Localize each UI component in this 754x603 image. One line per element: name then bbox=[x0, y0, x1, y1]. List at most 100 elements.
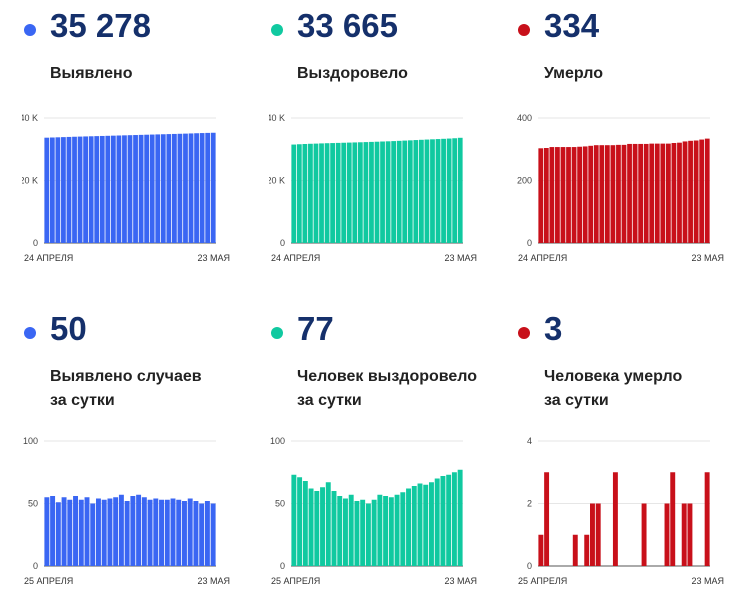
caption-line: Человека умерло bbox=[544, 368, 683, 385]
bar bbox=[118, 494, 124, 566]
daily-cases-number: 50 bbox=[50, 310, 87, 347]
total-deaths-number: 334 bbox=[544, 7, 600, 44]
bar bbox=[682, 141, 688, 243]
daily-deaths-number: 3 bbox=[544, 310, 563, 347]
x-end-label: 23 МАЯ bbox=[197, 576, 230, 586]
bar bbox=[170, 498, 176, 566]
total-recovered-number: 33 665 bbox=[297, 7, 398, 44]
y-tick-label: 0 bbox=[33, 561, 38, 571]
bar bbox=[149, 134, 155, 243]
bar bbox=[122, 135, 127, 243]
y-tick-label: 0 bbox=[33, 238, 38, 248]
daily-recovered-label: Человек выздоровело за сутки bbox=[297, 365, 477, 413]
bar bbox=[544, 472, 550, 566]
bar bbox=[396, 140, 402, 243]
bar bbox=[391, 141, 397, 243]
bar bbox=[136, 494, 142, 566]
bar bbox=[113, 497, 119, 566]
bar bbox=[187, 498, 193, 566]
green-dot-icon bbox=[271, 24, 283, 36]
daily-cases-label: Выявлено случаев за сутки bbox=[50, 365, 202, 413]
bar bbox=[360, 499, 366, 566]
x-start-label: 24 АПРЕЛЯ bbox=[24, 253, 73, 263]
bar bbox=[704, 138, 710, 243]
bar bbox=[577, 146, 582, 243]
bar bbox=[147, 499, 153, 566]
bar bbox=[383, 496, 389, 566]
bar bbox=[434, 478, 440, 566]
bar bbox=[446, 474, 452, 566]
y-tick-label: 2 bbox=[527, 499, 532, 509]
caption-line: Выявлено bbox=[50, 65, 133, 82]
bar bbox=[699, 139, 705, 243]
bar bbox=[407, 140, 413, 243]
bar bbox=[612, 472, 618, 566]
bar bbox=[357, 142, 363, 243]
bar bbox=[435, 139, 441, 243]
chart-total-cases: 0 20 K 40 K 24 АПРЕЛЯ 23 МАЯ bbox=[22, 113, 230, 263]
bar bbox=[369, 141, 374, 243]
bar bbox=[704, 472, 710, 566]
bar bbox=[660, 143, 666, 243]
bar bbox=[164, 499, 170, 566]
bar bbox=[423, 484, 429, 566]
bar bbox=[457, 469, 463, 566]
x-start-label: 25 АПРЕЛЯ bbox=[271, 576, 320, 586]
bar bbox=[210, 132, 216, 243]
bar bbox=[67, 499, 73, 566]
bar bbox=[55, 137, 61, 243]
bar bbox=[337, 496, 343, 566]
bar bbox=[330, 143, 335, 243]
caption-line: за сутки bbox=[544, 392, 609, 409]
bar bbox=[177, 133, 183, 243]
bar bbox=[419, 139, 424, 243]
bar bbox=[610, 145, 616, 243]
bar bbox=[78, 499, 84, 566]
bar bbox=[319, 143, 324, 243]
bar bbox=[582, 146, 588, 243]
bar bbox=[604, 145, 610, 243]
y-tick-label: 0 bbox=[280, 238, 285, 248]
bar bbox=[402, 140, 408, 243]
bar bbox=[588, 145, 594, 243]
x-start-label: 25 АПРЕЛЯ bbox=[518, 576, 567, 586]
bar bbox=[363, 142, 369, 243]
bar bbox=[406, 488, 411, 566]
bar bbox=[385, 141, 391, 243]
bar bbox=[627, 143, 632, 243]
bar bbox=[341, 142, 347, 243]
y-tick-label: 40 K bbox=[22, 113, 38, 123]
bar bbox=[193, 501, 199, 566]
bar bbox=[451, 472, 457, 566]
y-tick-label: 0 bbox=[280, 561, 285, 571]
bar bbox=[595, 503, 601, 566]
bar bbox=[159, 499, 164, 566]
bar bbox=[84, 497, 90, 566]
bar bbox=[354, 501, 360, 566]
y-tick-label: 100 bbox=[270, 436, 285, 446]
bar bbox=[124, 501, 130, 566]
green-dot-icon bbox=[271, 327, 283, 339]
bar bbox=[127, 135, 133, 243]
bar bbox=[138, 134, 144, 243]
bar bbox=[314, 491, 320, 566]
bar bbox=[549, 147, 555, 243]
bar bbox=[590, 503, 595, 566]
bar bbox=[172, 133, 177, 243]
panel-daily-deaths: 3 Человека умерло за сутки 0 2 4 25 АПРЕЛЯ 2… bbox=[516, 303, 754, 593]
bar bbox=[66, 136, 72, 243]
bar bbox=[144, 134, 150, 243]
bar bbox=[160, 134, 166, 243]
bar bbox=[616, 144, 621, 243]
bar bbox=[199, 503, 205, 566]
y-tick-label: 0 bbox=[527, 238, 532, 248]
bar bbox=[446, 138, 452, 243]
bar bbox=[44, 137, 50, 243]
bar bbox=[348, 494, 354, 566]
x-start-label: 25 АПРЕЛЯ bbox=[24, 576, 73, 586]
panel-daily-recovered: 77 Человек выздоровело за сутки 0 50 100 25… bbox=[269, 303, 509, 593]
bar bbox=[566, 147, 571, 243]
bar bbox=[73, 496, 78, 566]
bar bbox=[50, 496, 56, 566]
bar bbox=[96, 498, 101, 566]
